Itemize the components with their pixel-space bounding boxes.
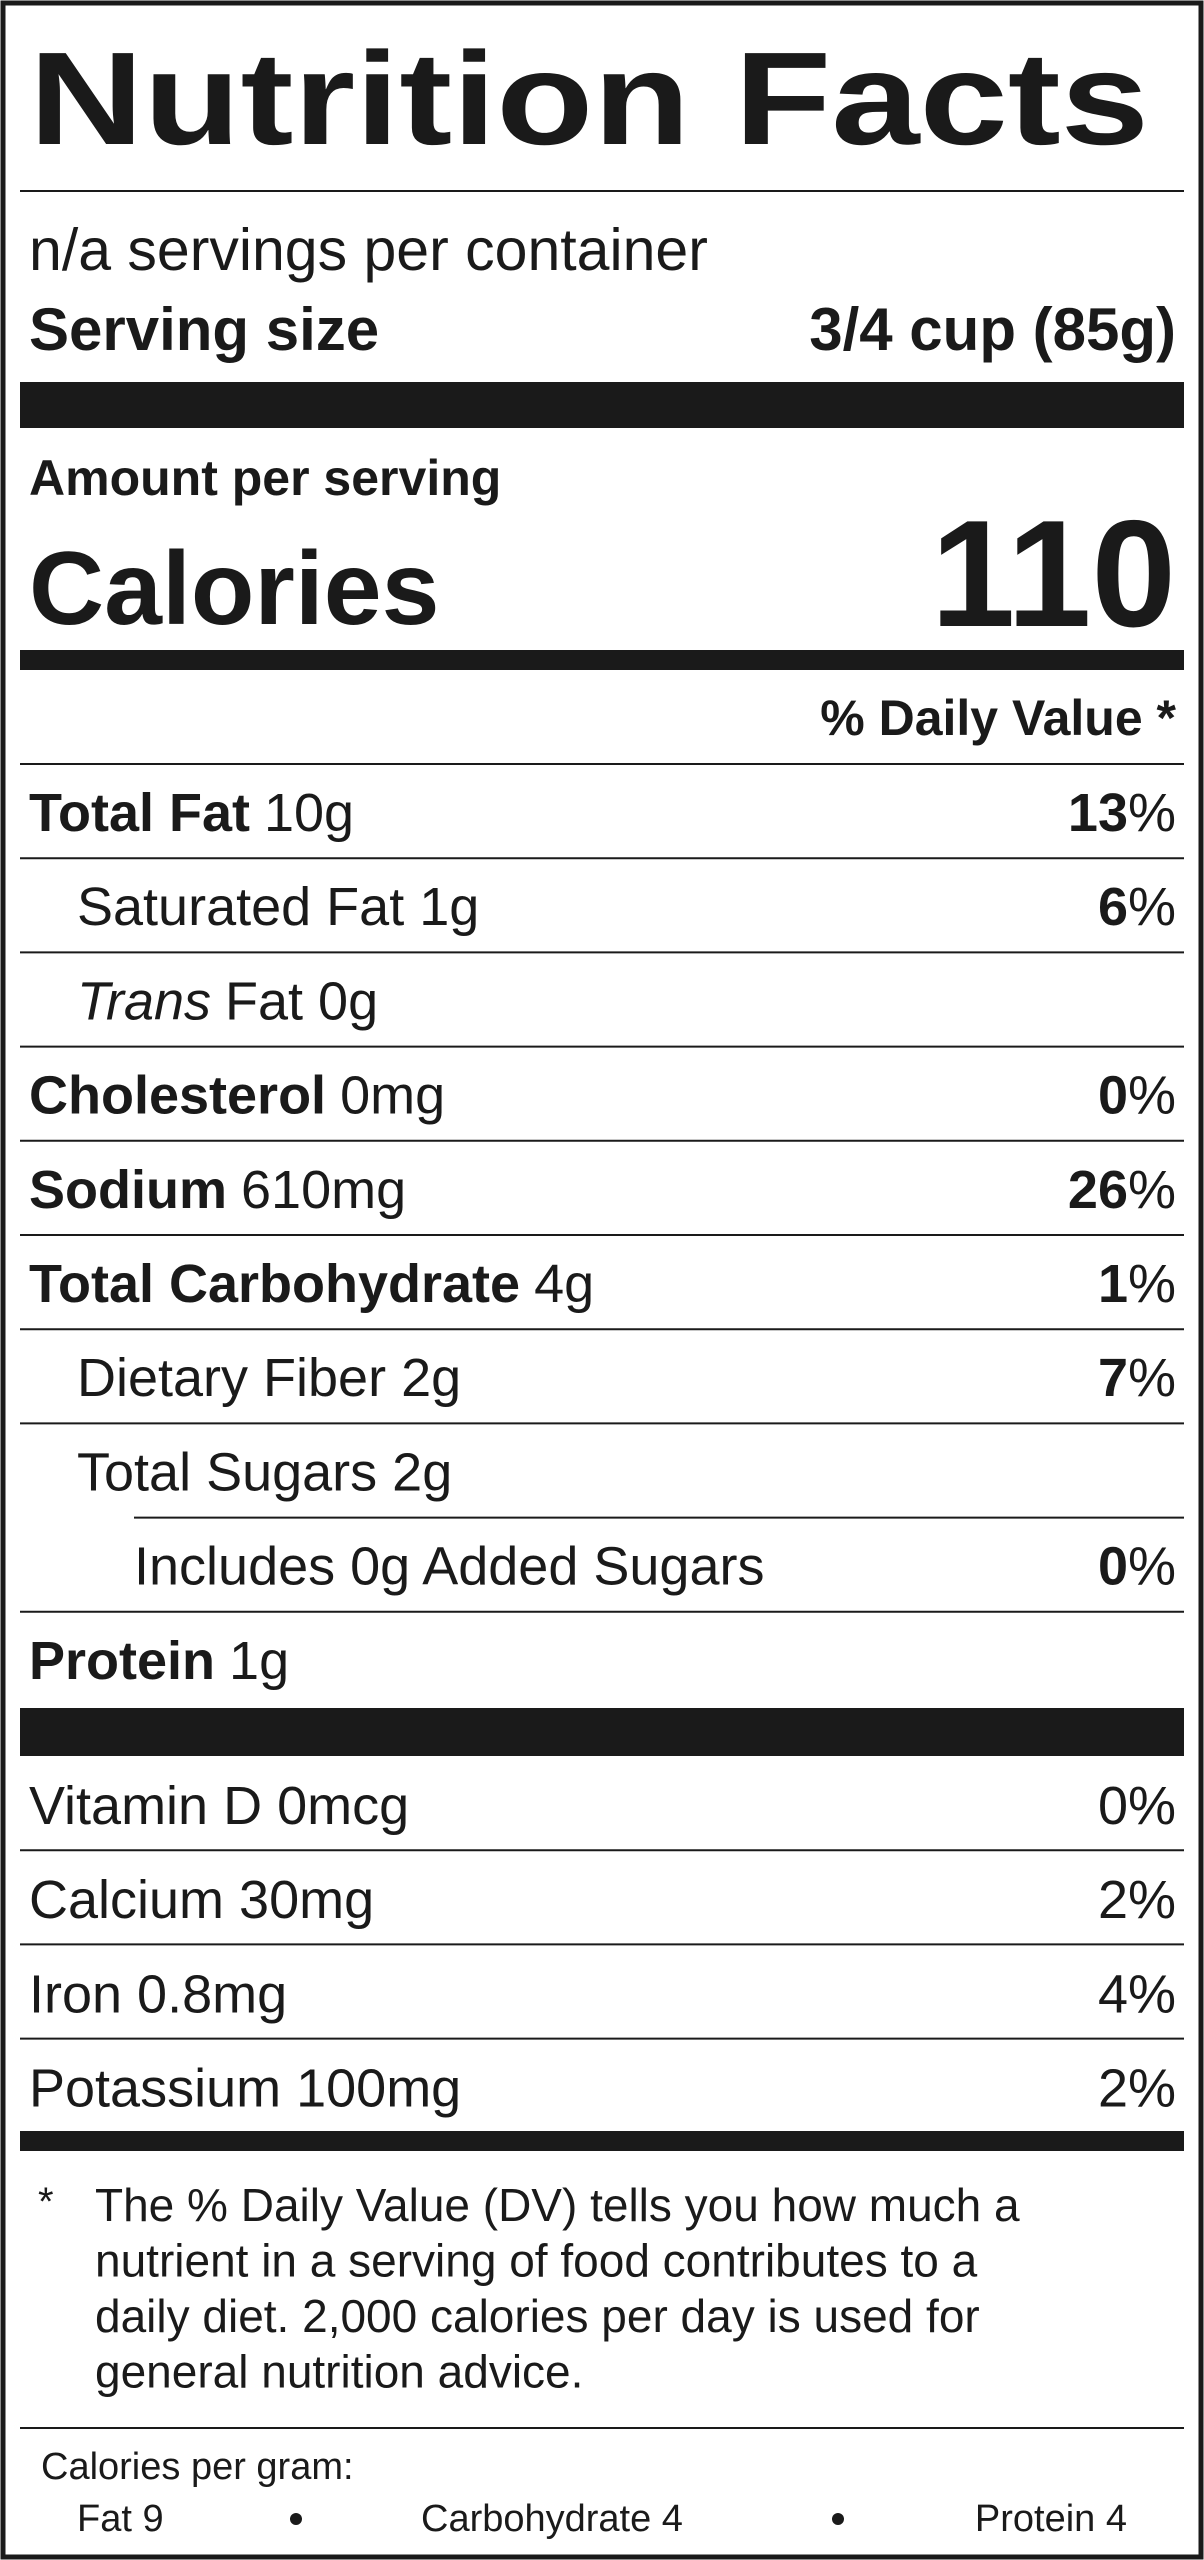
nutrient-name: Trans xyxy=(77,971,211,1031)
nutrient-name: Includes 0g Added Sugars xyxy=(134,1537,764,1597)
nutrient-amount: 610mg xyxy=(241,1160,406,1220)
nutrient-label: Cholesterol 0mg xyxy=(29,1066,445,1126)
footnote-line: daily diet. 2,000 calories per day is us… xyxy=(95,2290,980,2342)
calories-per-gram-item: Carbohydrate 4 xyxy=(421,2498,683,2540)
servings: n/a servings per container xyxy=(29,217,708,283)
nutrient-amount: 10g xyxy=(264,783,354,843)
nutrient-name: Sodium xyxy=(29,1160,227,1220)
nutrient-name: Total Sugars 2g xyxy=(77,1442,452,1502)
daily-value: 0% xyxy=(1098,1066,1176,1126)
daily-value-unit: % xyxy=(1128,1160,1176,1220)
nutrient-label: Sodium 610mg xyxy=(29,1160,406,1220)
vitamin-label: Vitamin D 0mcg xyxy=(29,1776,409,1836)
daily-value: 6% xyxy=(1098,877,1176,937)
thick-bar xyxy=(20,382,1184,428)
nutrient-name: Total Carbohydrate xyxy=(29,1254,520,1314)
nutrient-label: Total Carbohydrate 4g xyxy=(29,1254,594,1314)
daily-value: 7% xyxy=(1098,1348,1176,1408)
nutrient-name: Cholesterol xyxy=(29,1066,326,1126)
nutrient-name: Saturated Fat 1g xyxy=(77,877,479,937)
vitamin-label: Calcium 30mg xyxy=(29,1870,374,1930)
daily-value-number: 7 xyxy=(1098,1348,1128,1408)
nutrient-name: Dietary Fiber 2g xyxy=(77,1348,461,1408)
daily-value-number: 6 xyxy=(1098,877,1128,937)
daily-value-unit: % xyxy=(1128,1348,1176,1408)
vitamin-daily-value: 2% xyxy=(1098,1870,1176,1930)
nutrient-amount: Fat 0g xyxy=(225,971,378,1031)
title: Nutrition Facts xyxy=(29,25,1149,172)
nutrient-amount: 1g xyxy=(229,1631,289,1691)
footnote: The % Daily Value (DV) tells you how muc… xyxy=(95,2179,1020,2398)
daily-value-unit: % xyxy=(1128,1254,1176,1314)
nutrient-amount: 4g xyxy=(534,1254,594,1314)
serving-size-value: 3/4 cup (85g) xyxy=(809,296,1176,363)
nutrient-label: Includes 0g Added Sugars xyxy=(134,1537,764,1597)
daily-value-unit: % xyxy=(1128,1066,1176,1126)
daily-value-number: 1 xyxy=(1098,1254,1128,1314)
bullet xyxy=(832,2513,844,2525)
bullet xyxy=(290,2513,302,2525)
thick-bar xyxy=(20,1708,1184,1756)
nutrient-amount: 0mg xyxy=(340,1066,445,1126)
vitamin-daily-value: 2% xyxy=(1098,2059,1176,2119)
daily-value: 13% xyxy=(1068,783,1176,843)
nutrient-label: Saturated Fat 1g xyxy=(77,877,479,937)
vitamin-label: Iron 0.8mg xyxy=(29,1964,287,2024)
vitamin-label: Potassium 100mg xyxy=(29,2059,461,2119)
footnote-line: nutrient in a serving of food contribute… xyxy=(95,2235,978,2287)
nutrient-rows: Total Fat 10g 13% Saturated Fat 1g 6% Trans Fa… xyxy=(20,763,1184,1691)
daily-value-number: 26 xyxy=(1068,1160,1128,1220)
footnote-line: general nutrition advice. xyxy=(95,2346,583,2398)
medium-bar xyxy=(20,2131,1184,2151)
nutrient-label: Trans Fat 0g xyxy=(77,971,378,1031)
nutrient-label: Protein 1g xyxy=(29,1631,289,1691)
daily-value-number: 13 xyxy=(1068,783,1128,843)
serving-size-label: Serving size xyxy=(29,296,379,363)
calories-per-gram-item: Protein 4 xyxy=(975,2498,1127,2540)
daily-value: 0% xyxy=(1098,1537,1176,1597)
daily-value-number: 0 xyxy=(1098,1066,1128,1126)
daily-value-unit: % xyxy=(1128,783,1176,843)
daily-value-unit: % xyxy=(1128,877,1176,937)
footnote-line: The % Daily Value (DV) tells you how muc… xyxy=(95,2179,1020,2231)
nutrient-label: Total Sugars 2g xyxy=(77,1442,452,1502)
calories-per-gram-label: Calories per gram: xyxy=(41,2446,354,2488)
daily-value: 1% xyxy=(1098,1254,1176,1314)
daily-value-unit: % xyxy=(1128,1537,1176,1597)
calories-label: Calories xyxy=(29,531,439,647)
medium-bar xyxy=(20,650,1184,670)
daily-value-header: % Daily Value * xyxy=(820,690,1176,746)
vitamin-daily-value: 0% xyxy=(1098,1776,1176,1836)
daily-value-number: 0 xyxy=(1098,1537,1128,1597)
nutrient-name: Total Fat xyxy=(29,783,250,843)
amount-per-serving: Amount per serving xyxy=(29,450,501,506)
footnote-star: * xyxy=(38,2180,54,2224)
calories-per-gram-item: Fat 9 xyxy=(77,2498,164,2540)
daily-value: 26% xyxy=(1068,1160,1176,1220)
calories-value: 110 xyxy=(931,489,1176,659)
nutrient-name: Protein xyxy=(29,1631,215,1691)
nutrient-label: Dietary Fiber 2g xyxy=(77,1348,461,1408)
nutrient-label: Total Fat 10g xyxy=(29,783,354,843)
vitamin-rows: Vitamin D 0mcg 0% Calcium 30mg 2% Iron 0.8mg… xyxy=(20,1776,1184,2119)
vitamin-daily-value: 4% xyxy=(1098,1964,1176,2024)
